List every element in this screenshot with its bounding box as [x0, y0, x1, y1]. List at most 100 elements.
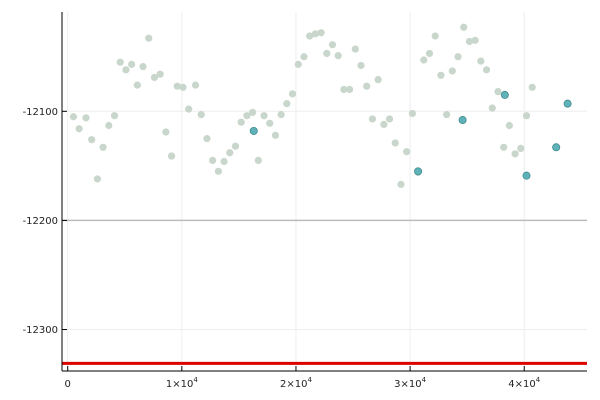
- scatter-point-background: [288, 90, 297, 98]
- scatter-point-background: [266, 119, 274, 127]
- scatter-point-background: [471, 36, 479, 44]
- scatter-point-background: [167, 152, 176, 160]
- scatter-point-background: [133, 81, 141, 89]
- scatter-point-background: [351, 45, 359, 53]
- scatter-point-background: [162, 128, 170, 136]
- scatter-point-background: [248, 108, 257, 116]
- scatter-point-background: [156, 70, 164, 78]
- scatter-point-background: [88, 136, 96, 144]
- scatter-point-background: [517, 144, 525, 152]
- scatter-point-background: [500, 143, 508, 151]
- scatter-point-background: [425, 49, 434, 58]
- scatter-point-background: [403, 148, 411, 156]
- scatter-point-highlight: [500, 90, 509, 99]
- scatter-point-background: [300, 53, 308, 61]
- scatter-point-background: [237, 118, 245, 126]
- scatter-point-background: [374, 76, 382, 84]
- scatter-point-background: [328, 41, 337, 49]
- scatter-point-background: [185, 105, 193, 113]
- x-tick-label: 4×104: [508, 376, 540, 390]
- scatter-point-highlight: [552, 143, 561, 152]
- scatter-point-highlight: [563, 99, 572, 108]
- scatter-point-highlight: [458, 116, 467, 125]
- scatter-point-background: [122, 66, 130, 74]
- scatter-point-background: [231, 142, 240, 150]
- scatter-point-background: [283, 100, 291, 108]
- x-tick-label: 3×104: [394, 376, 426, 390]
- scatter-point-background: [128, 60, 136, 68]
- grid: [62, 12, 587, 371]
- y-tick-label: -12100: [23, 107, 58, 118]
- scatter-point-background: [380, 120, 388, 128]
- scatter-point-highlight: [522, 171, 531, 180]
- scatter-point-background: [477, 57, 485, 65]
- scatter-point-background: [505, 121, 513, 130]
- scatter-point-background: [397, 180, 405, 189]
- x-tick-label: 1×104: [166, 376, 198, 390]
- scatter-point-background: [346, 85, 354, 94]
- y-tick-label: -12200: [23, 216, 58, 227]
- scatter-point-background: [277, 110, 285, 119]
- scatter-point-background: [99, 143, 107, 151]
- scatter-point-background: [443, 110, 451, 119]
- scatter-point-background: [139, 62, 147, 71]
- x-tick-label: 0: [65, 379, 71, 390]
- scatter-point-background: [243, 112, 251, 120]
- scatter-point-background: [494, 88, 502, 96]
- scatter-point-background: [116, 58, 124, 66]
- scatter-point-background: [145, 34, 153, 42]
- scatter-point-background: [437, 71, 445, 79]
- axes: 0 1×104 2×104 3×104 4×104 -12100 -12200 -12300: [23, 12, 587, 390]
- scatter-point-background: [173, 82, 181, 90]
- scatter-point-background: [105, 121, 113, 130]
- scatter-point-background: [82, 114, 90, 122]
- scatter-point-background: [75, 125, 83, 133]
- scatter-point-background: [311, 30, 319, 38]
- scatter-point-background: [488, 104, 496, 112]
- scatter-point-background: [465, 37, 474, 46]
- scatter-point-background: [191, 81, 200, 89]
- scatter-point-background: [69, 113, 78, 121]
- scatter-point-background: [511, 150, 519, 158]
- scatter-point-background: [110, 112, 119, 120]
- scatter-point-background: [340, 85, 348, 94]
- scatter-point-background: [226, 149, 234, 157]
- scatter-point-background: [528, 83, 536, 91]
- x-tick-label: 2×104: [280, 376, 312, 390]
- scatter-point-background: [368, 115, 377, 123]
- scatter-point-background: [420, 56, 428, 64]
- scatter-point-background: [209, 156, 217, 165]
- scatter-point-background: [391, 139, 399, 147]
- scatter-point-background: [357, 61, 365, 70]
- scatter-point-background: [317, 29, 325, 37]
- scatter-point-background: [431, 32, 439, 40]
- scatter-point-background: [323, 49, 331, 58]
- scatter-point-background: [220, 157, 228, 166]
- scatter-point-background: [179, 83, 187, 91]
- scatter-point-background: [522, 112, 531, 120]
- scatter-point-background: [306, 32, 314, 40]
- scatter-point-background: [448, 67, 456, 75]
- scatter-point-background: [482, 66, 491, 74]
- scatter-point-background: [260, 112, 268, 120]
- data-points: [69, 23, 572, 189]
- scatter-point-background: [271, 131, 280, 139]
- y-tick-label: -12300: [23, 325, 58, 336]
- scatter-point-background: [197, 110, 205, 119]
- scatter-point-background: [454, 53, 462, 61]
- scatter-point-background: [385, 115, 394, 123]
- scatter-point-background: [460, 23, 468, 31]
- scatter-point-background: [93, 175, 101, 183]
- scatter-point-background: [254, 156, 262, 165]
- scatter-point-background: [408, 109, 416, 118]
- scatter-point-background: [203, 134, 211, 143]
- scatter-point-highlight: [414, 167, 423, 176]
- scatter-point-background: [334, 52, 342, 60]
- scatter-point-background: [363, 82, 371, 90]
- scatter-point-background: [214, 167, 222, 175]
- scatter-point-background: [294, 60, 302, 68]
- scatter-point-background: [150, 73, 159, 82]
- scatter-point-highlight: [249, 126, 258, 135]
